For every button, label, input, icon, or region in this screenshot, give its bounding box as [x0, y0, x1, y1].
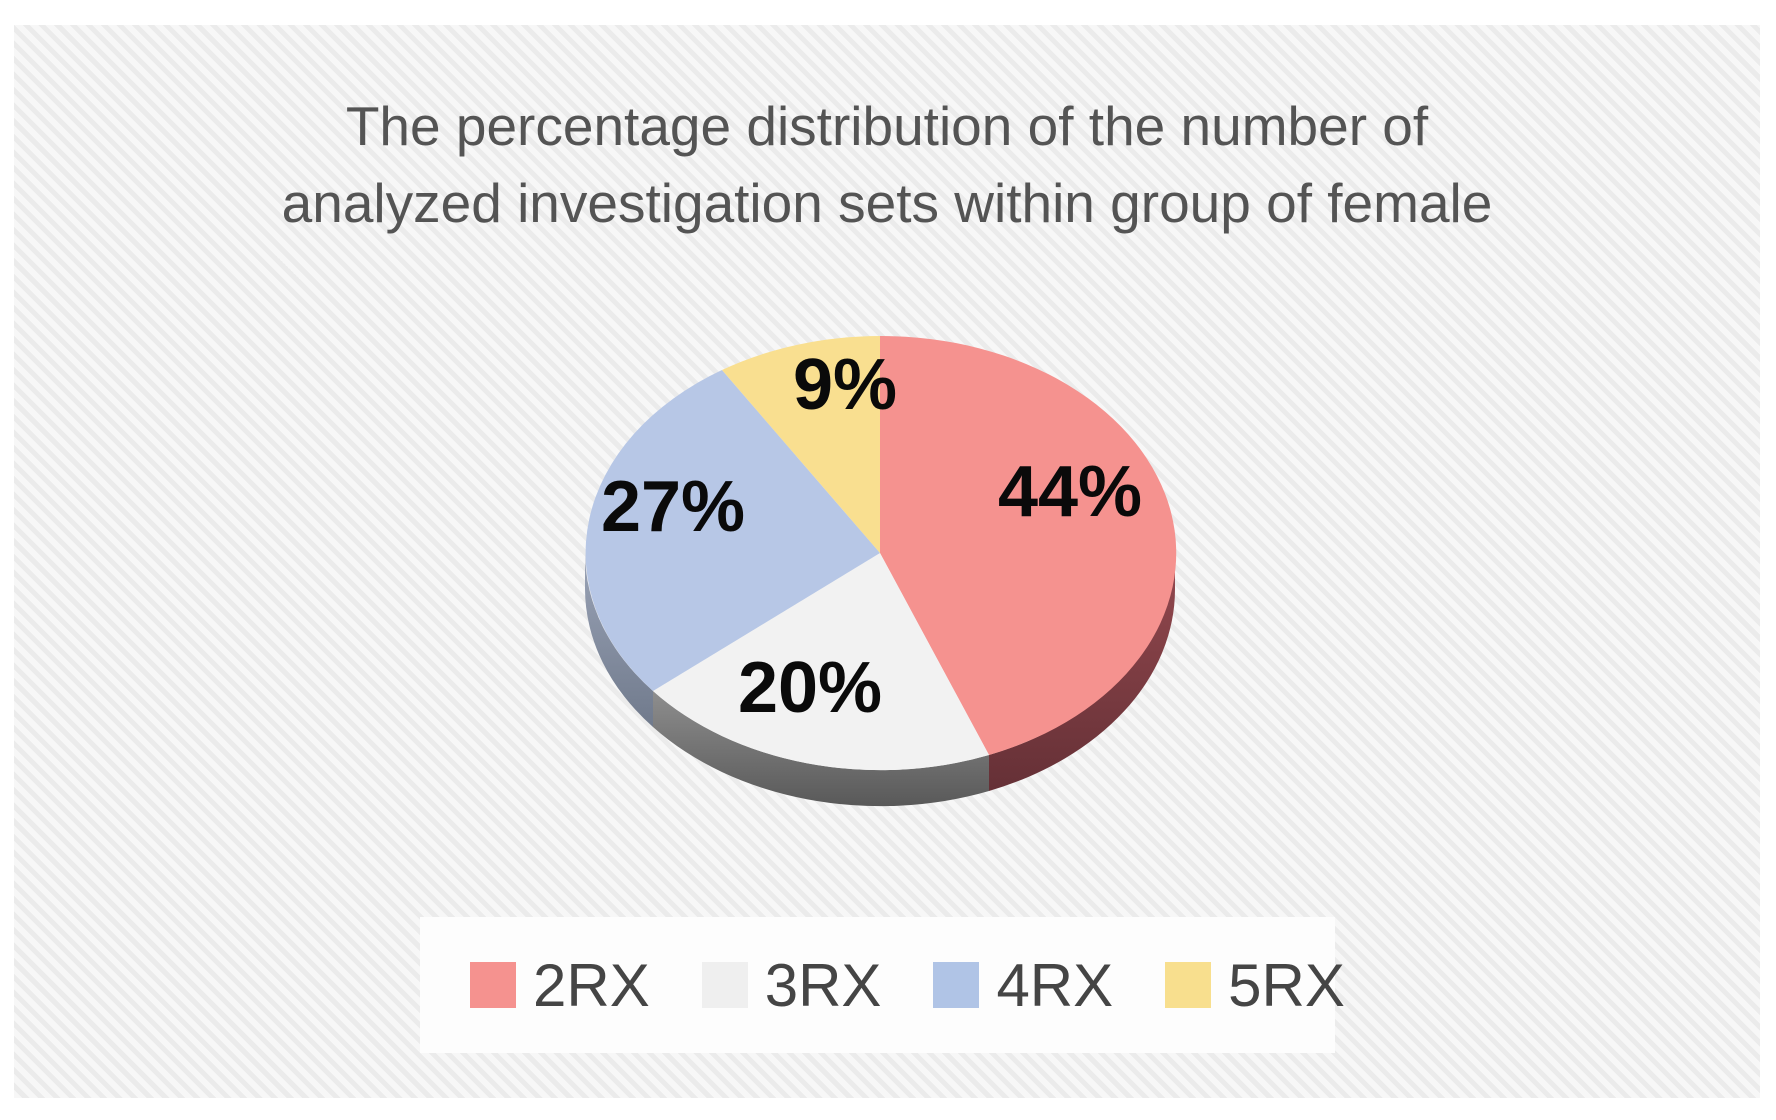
- pie-slice-4rx: [585, 370, 880, 691]
- legend-swatch-4rx: [933, 962, 980, 1008]
- chart-title: The percentage distribution of the numbe…: [14, 88, 1760, 242]
- pie-slice-5rx: [722, 336, 880, 553]
- legend-label-3rx: 3RX: [764, 951, 882, 1019]
- legend-label-5rx: 5RX: [1228, 951, 1345, 1019]
- data-label-5rx: 9%: [792, 345, 898, 425]
- data-label-3rx: 20%: [737, 648, 883, 728]
- legend-label-2rx: 2RX: [533, 951, 650, 1019]
- legend-item-2rx: 2RX: [470, 951, 650, 1020]
- legend-swatch-5rx: [1165, 962, 1212, 1008]
- pie-wall-4rx: [585, 553, 653, 727]
- chart-title-line2: analyzed investigation sets within group…: [281, 172, 1493, 234]
- legend-swatch-2rx: [470, 962, 516, 1008]
- legend-item-5rx: 5RX: [1165, 951, 1345, 1020]
- data-label-2rx: 44%: [997, 452, 1143, 532]
- pie-wall-2rx: [989, 553, 1176, 791]
- pie-slice-3rx: [653, 553, 989, 771]
- chart-title-line1: The percentage distribution of the numbe…: [345, 95, 1429, 157]
- pie-wall-3rx: [653, 691, 989, 807]
- legend-item-4rx: 4RX: [933, 951, 1113, 1020]
- chart-legend: 2RX 3RX 4RX 5RX: [420, 917, 1345, 1053]
- pie-slice-2rx: [880, 335, 1177, 755]
- data-label-4rx: 27%: [600, 467, 746, 547]
- legend-swatch-3rx: [701, 962, 748, 1008]
- legend-label-4rx: 4RX: [996, 951, 1114, 1019]
- legend-item-3rx: 3RX: [701, 951, 882, 1020]
